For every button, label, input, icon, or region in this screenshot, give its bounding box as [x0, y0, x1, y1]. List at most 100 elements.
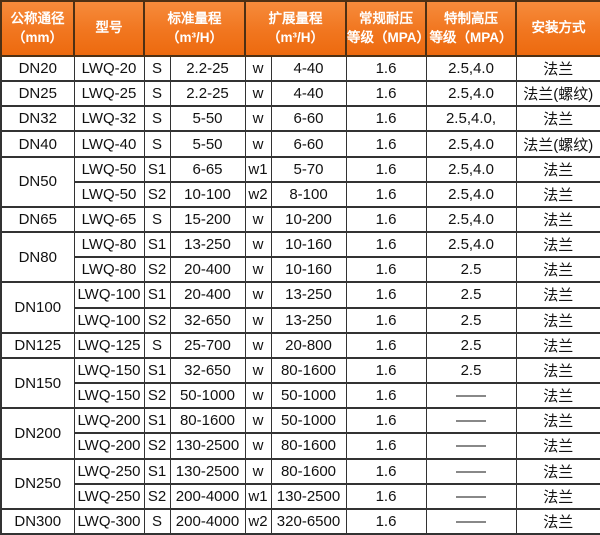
cell-high-pressure-rating: ——	[425, 382, 517, 410]
header-model: 型号	[73, 0, 145, 57]
cell-high-pressure-rating: 2.5	[425, 256, 517, 284]
cell-model: LWQ-100	[73, 306, 145, 334]
cell-extended-range-code: w	[244, 331, 272, 359]
cell-standard-range: 32-650	[169, 356, 246, 385]
cell-standard-range: 13-250	[169, 231, 246, 259]
cell-extended-range: 4-40	[270, 80, 347, 108]
header-label-line: 安装方式	[531, 20, 586, 36]
cell-extended-range: 80-1600	[270, 457, 347, 485]
cell-extended-range: 20-800	[270, 331, 347, 359]
cell-standard-range-code: S	[143, 507, 171, 535]
cell-model: LWQ-50	[73, 155, 145, 183]
cell-standard-range-code: S1	[143, 281, 171, 309]
cell-extended-range: 13-250	[270, 281, 347, 309]
cell-standard-range: 20-400	[169, 281, 246, 309]
table-row: LWQ-100 S2 32-650 w 13-250 1.6 2.5 法兰	[1, 306, 600, 334]
cell-standard-range: 20-400	[169, 256, 246, 284]
header-label-line: 型号	[95, 20, 123, 36]
cell-model: LWQ-80	[73, 231, 145, 259]
table-row: DN50 LWQ-50 S1 6-65 w1 5-70 1.6 2.5,4.0 法兰	[0, 155, 600, 208]
cell-high-pressure-rating: 2.5,4.0	[425, 180, 517, 208]
table-row: DN150 LWQ-150 S1 32-650 w 80-1600 1.6 2.5 法兰	[0, 356, 600, 410]
cell-model: LWQ-40	[73, 130, 145, 158]
cell-model: LWQ-50	[73, 180, 145, 208]
cell-extended-range: 5-70	[270, 155, 347, 183]
header-standard-range: 标准量程 （m³/H）	[143, 0, 246, 57]
header-label-line: （mm）	[11, 29, 63, 45]
cell-standard-range-code: S	[143, 130, 171, 158]
cell-model: LWQ-65	[73, 205, 145, 234]
table-row: DN125 LWQ-125 S 25-700 w 20-800 1.6 2.5 法兰	[0, 331, 600, 359]
cell-standard-range-code: S	[143, 54, 171, 83]
cell-pressure-rating: 1.6	[345, 281, 427, 309]
cell-extended-range-code: w1	[244, 155, 272, 183]
cell-standard-range: 6-65	[169, 155, 246, 183]
cell-model: LWQ-250	[73, 457, 145, 485]
cell-pressure-rating: 1.6	[345, 432, 427, 460]
cell-high-pressure-rating: 2.5	[425, 331, 517, 359]
cell-pressure-rating: 1.6	[345, 231, 427, 259]
cell-model: LWQ-200	[73, 407, 145, 435]
cell-high-pressure-rating: 2.5,4.0	[425, 130, 517, 158]
cell-model: LWQ-150	[73, 356, 145, 385]
cell-standard-range-code: S	[143, 80, 171, 108]
cell-high-pressure-rating: ——	[425, 457, 517, 485]
header-label-line: 等级（MPA）	[429, 29, 513, 45]
cell-high-pressure-rating: ——	[425, 482, 517, 510]
table-header-row: 公称通径 （mm） 型号 标准量程 （m³/H） 扩展量程 （m³/H） 常规耐压 等级（MPA…	[0, 0, 600, 57]
cell-extended-range-code: w	[244, 256, 272, 284]
cell-model: LWQ-80	[73, 256, 145, 284]
table-row: DN25 LWQ-25 S 2.2-25 w 4-40 1.6 2.5,4.0 法兰(螺纹)	[0, 80, 600, 108]
header-label-line: 等级（MPA）	[347, 29, 430, 45]
table-row: LWQ-150 S2 50-1000 w 50-1000 1.6 —— 法兰	[1, 382, 600, 410]
cell-standard-range-code: S1	[143, 407, 171, 435]
header-label-line: （m³/H）	[267, 29, 324, 45]
cell-standard-range: 32-650	[169, 306, 246, 334]
cell-extended-range-code: w	[244, 356, 272, 385]
cell-standard-range-code: S	[143, 331, 171, 359]
cell-nominal-diameter: DN250	[0, 457, 75, 510]
cell-standard-range-code: S	[143, 205, 171, 234]
cell-standard-range-code: S1	[143, 457, 171, 485]
cell-standard-range: 200-4000	[169, 482, 246, 510]
cell-high-pressure-rating: 2.5,4.0,	[425, 105, 517, 133]
cell-standard-range: 200-4000	[169, 507, 246, 535]
cell-standard-range-code: S2	[143, 382, 171, 410]
cell-installation: 法兰	[515, 482, 600, 510]
cell-extended-range: 6-60	[270, 105, 347, 133]
cell-nominal-diameter: DN100	[0, 281, 75, 334]
cell-installation: 法兰	[515, 205, 600, 234]
cell-nominal-diameter: DN40	[0, 130, 75, 158]
header-label-line: 标准量程	[167, 11, 222, 27]
cell-extended-range: 320-6500	[270, 507, 347, 535]
cell-standard-range: 5-50	[169, 105, 246, 133]
cell-high-pressure-rating: 2.5,4.0	[425, 155, 517, 183]
cell-standard-range-code: S1	[143, 231, 171, 259]
cell-extended-range: 8-100	[270, 180, 347, 208]
cell-standard-range-code: S1	[143, 155, 171, 183]
table-row: DN200 LWQ-200 S1 80-1600 w 50-1000 1.6 —— 法兰	[0, 407, 600, 460]
table-row: DN32 LWQ-32 S 5-50 w 6-60 1.6 2.5,4.0, 法兰	[0, 105, 600, 133]
header-high-pressure-rating: 特制高压 等级（MPA）	[425, 0, 517, 57]
cell-standard-range: 15-200	[169, 205, 246, 234]
cell-extended-range-code: w	[244, 80, 272, 108]
cell-extended-range-code: w	[244, 105, 272, 133]
cell-pressure-rating: 1.6	[345, 256, 427, 284]
cell-installation: 法兰	[515, 331, 600, 359]
cell-installation: 法兰(螺纹)	[515, 80, 600, 108]
cell-high-pressure-rating: 2.5,4.0	[425, 205, 517, 234]
cell-installation: 法兰	[515, 281, 600, 309]
cell-extended-range: 10-200	[270, 205, 347, 234]
cell-extended-range-code: w	[244, 306, 272, 334]
cell-high-pressure-rating: 2.5,4.0	[425, 231, 517, 259]
cell-model: LWQ-200	[73, 432, 145, 460]
cell-pressure-rating: 1.6	[345, 130, 427, 158]
table-row: DN300 LWQ-300 S 200-4000 w2 320-6500 1.6 —— 法兰	[0, 507, 600, 535]
cell-extended-range-code: w	[244, 54, 272, 83]
cell-extended-range-code: w	[244, 281, 272, 309]
table-row: DN40 LWQ-40 S 5-50 w 6-60 1.6 2.5,4.0 法兰(螺纹)	[0, 130, 600, 158]
cell-high-pressure-rating: 2.5,4.0	[425, 80, 517, 108]
cell-nominal-diameter: DN50	[0, 155, 75, 208]
cell-model: LWQ-25	[73, 80, 145, 108]
header-extended-range: 扩展量程 （m³/H）	[244, 0, 347, 57]
